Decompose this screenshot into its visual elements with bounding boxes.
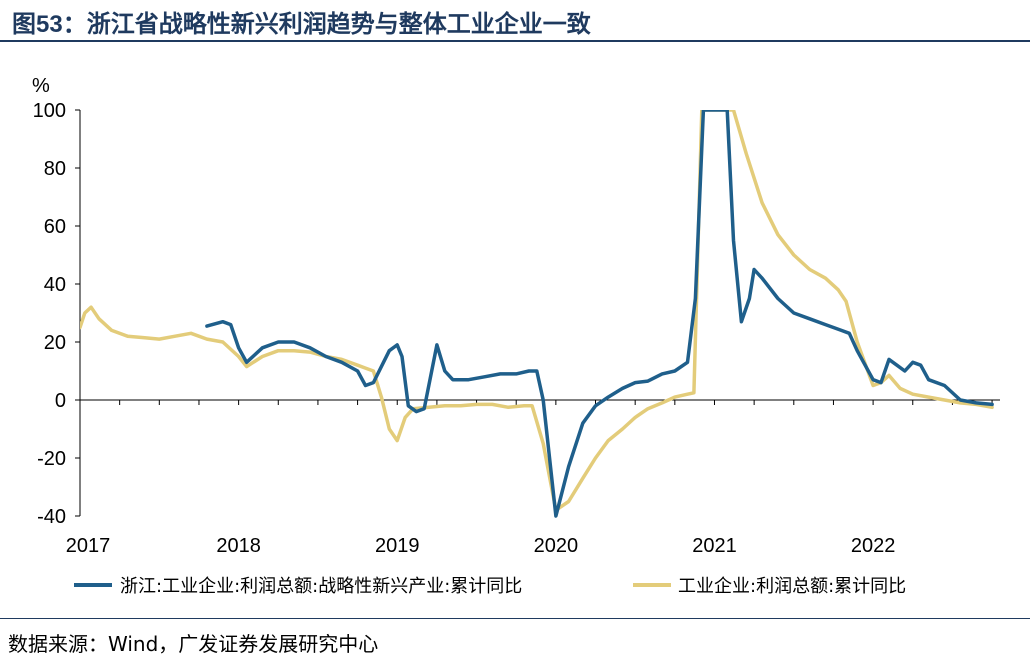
x-tick-label: 2018 <box>216 535 261 557</box>
figure-title-prefix: 图 <box>12 10 36 38</box>
x-tick-label: 2021 <box>692 535 737 557</box>
y-tick-label: 40 <box>44 274 66 296</box>
source-divider <box>0 618 1030 619</box>
legend-label-0: 浙江:工业企业:利润总额:战略性新兴产业:累计同比 <box>120 576 522 597</box>
y-tick-label: 80 <box>44 158 66 180</box>
chart-series <box>80 110 994 518</box>
source-note: 数据来源：Wind，广发证券发展研究中心 <box>8 632 379 656</box>
chart-legend: 浙江:工业企业:利润总额:战略性新兴产业:累计同比 工业企业:利润总额:累计同比 <box>74 576 906 597</box>
y-tick-label: 100 <box>33 100 66 122</box>
figure-number: 53 <box>36 11 63 38</box>
x-tick-label: 2019 <box>375 535 420 557</box>
figure-title-text: ：浙江省战略性新兴利润趋势与整体工业企业一致 <box>62 10 591 38</box>
title-divider <box>0 40 1030 42</box>
y-tick-label: -20 <box>37 448 66 470</box>
legend-label-1: 工业企业:利润总额:累计同比 <box>678 576 906 597</box>
x-tick-label: 2020 <box>534 535 579 557</box>
y-tick-label: 0 <box>55 390 66 412</box>
series-line-0 <box>205 110 994 518</box>
x-tick-label: 2022 <box>851 535 896 557</box>
y-axis-label: % <box>32 75 50 97</box>
y-tick-label: 20 <box>44 332 66 354</box>
y-tick-label: 60 <box>44 216 66 238</box>
y-tick-label: -40 <box>37 506 66 528</box>
figure-title: 图53：浙江省战略性新兴利润趋势与整体工业企业一致 <box>12 4 591 39</box>
series-line-1 <box>80 110 994 512</box>
x-tick-label: 2017 <box>66 535 111 557</box>
